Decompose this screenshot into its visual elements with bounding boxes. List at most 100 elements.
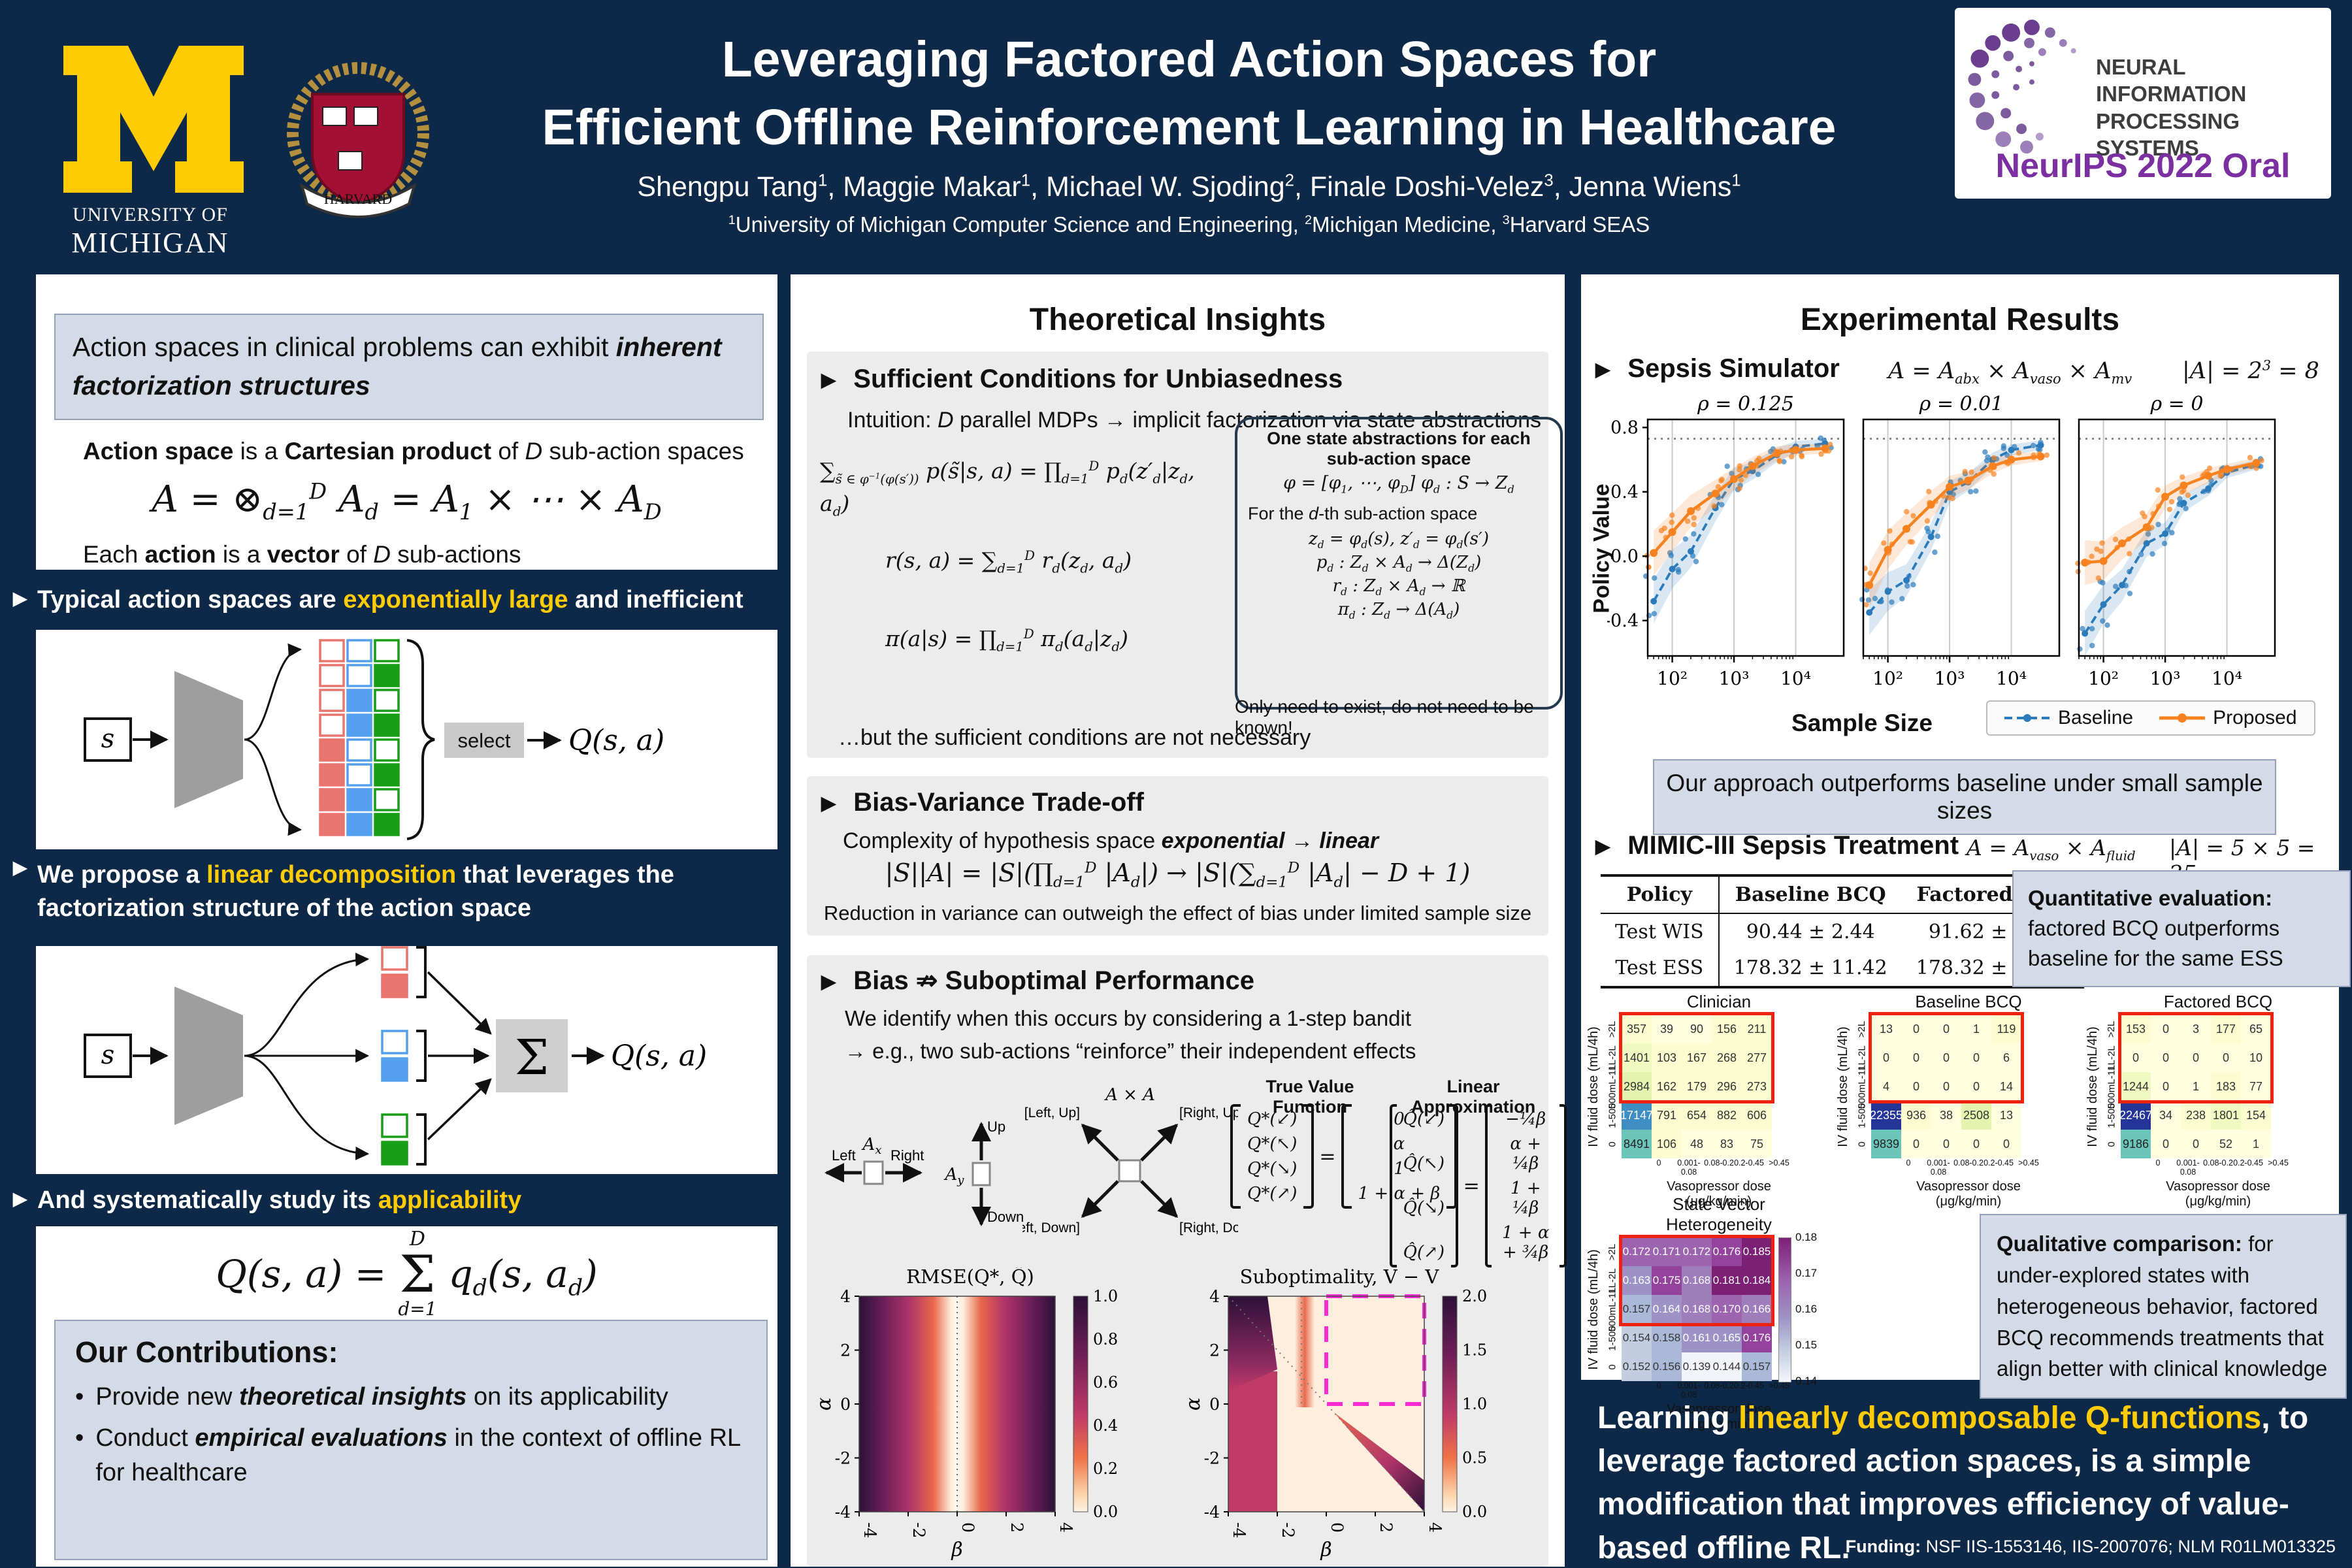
col-label: 0	[1656, 1158, 1661, 1168]
heatmap-cell: 0.157	[1622, 1295, 1652, 1324]
svg-text:0: 0	[1209, 1395, 1220, 1414]
row-label: >2L	[1853, 1015, 1871, 1043]
cross-product-icon: Ax × Ay [Left, Up] [Right, Up] [Left, Do…	[1022, 1085, 1238, 1235]
row-wis-label: Test WIS	[1615, 921, 1704, 943]
heatmap-cell: 0	[1931, 1015, 1961, 1043]
heatmap-cell: 0	[2151, 1072, 2181, 1101]
svg-text:4: 4	[1056, 1522, 1075, 1533]
y-axis-label-text: IV fluid dose (mL/4h)	[1586, 1026, 1601, 1147]
heatmap-cell: 0	[1931, 1043, 1961, 1072]
heatmap-cell: 22467	[2119, 1101, 2152, 1130]
y-axis-label: IV fluid dose (mL/4h)	[1584, 1237, 1603, 1381]
bracket	[1390, 1104, 1397, 1267]
neurips-text-line2: PROCESSING SYSTEMS	[2096, 108, 2240, 160]
row-label: >2L	[1603, 1237, 1622, 1266]
svg-text:0: 0	[958, 1522, 977, 1533]
v1: α	[1393, 1134, 1405, 1154]
a0: −¼β	[1505, 1109, 1546, 1129]
svg-text:-4: -4	[1230, 1522, 1249, 1538]
equals: =	[1319, 1145, 1336, 1168]
heatmap-cell: 119	[1991, 1015, 2021, 1043]
heatmap-cell: 1401	[1622, 1043, 1652, 1072]
heatmap-cell: 0	[2181, 1130, 2211, 1158]
heatmap-cell: 13	[1991, 1101, 2021, 1130]
banner3-text: And systematically study its applicabili…	[37, 1186, 522, 1214]
bracket	[1230, 1104, 1241, 1209]
linear-approx-matrix: Q̂(↙) Q̂(↖) Q̂(↘) Q̂(↗) = −¼β α + ¼β 1 +…	[1390, 1104, 1567, 1267]
heatmap-cell: 0	[2211, 1043, 2241, 1072]
svg-text:2: 2	[1007, 1522, 1026, 1533]
sepsis-plot-rho-0: ρ = 0 10² 10³ 10⁴	[2070, 393, 2280, 705]
contribution-1: Provide new theoretical insights on its …	[95, 1383, 668, 1411]
col-baseline-bcq: Baseline BCQ	[1718, 874, 1902, 914]
svg-text:1.0: 1.0	[1093, 1287, 1118, 1305]
col-label: 0.2-0.45	[1734, 1158, 1764, 1168]
svg-text:4: 4	[1209, 1287, 1220, 1306]
abstraction-line1: One state abstractions for each sub-acti…	[1267, 429, 1531, 468]
heatmap-cell: 0.156	[1652, 1352, 1682, 1381]
baseline-bcq-heatmap: Baseline BCQ IV fluid dose (mL/4h) >2L 1L-2…	[1833, 992, 2076, 1209]
heatmap-cell: 936	[1901, 1101, 1931, 1130]
heatmap-cell: 75	[1742, 1130, 1772, 1158]
row-label-text: 0	[1607, 1141, 1618, 1147]
heatmap-block: State Vector Heterogeneity IV fluid dose …	[1584, 1194, 1858, 1432]
v3: 1 + α + β	[1358, 1184, 1441, 1203]
intro-box: Action spaces in clinical problems can e…	[54, 314, 764, 420]
svg-text:RMSE(Q*, Q̂): RMSE(Q*, Q̂)	[906, 1267, 1034, 1288]
svg-text:0.6: 0.6	[1093, 1373, 1118, 1392]
svg-text:0: 0	[1328, 1522, 1347, 1533]
heatmap-cell: 1	[2181, 1072, 2211, 1101]
legend-proposed: Proposed	[2159, 707, 2297, 729]
legend-baseline-label: Baseline	[2058, 707, 2134, 728]
qh-lu: Q̂(↙)	[1403, 1109, 1445, 1129]
svg-text:2: 2	[1209, 1341, 1220, 1360]
heatmap-cell: 38	[1931, 1101, 1961, 1130]
heatmap-cell: 0.157	[1742, 1352, 1772, 1381]
reward-formula: r(s, a) = ∑d=1D rd(zd, ad)	[885, 547, 1132, 576]
heatmap-cell: 0	[2151, 1130, 2181, 1158]
authors: Shengpu Tang1, Maggie Makar1, Michael W.…	[637, 171, 1741, 203]
harvard-crest: HARVARD	[287, 62, 429, 218]
heatmap-cell: 0.185	[1742, 1237, 1772, 1266]
bias-suboptimal-header: ▶ Bias ⇏ Suboptimal Performance	[821, 966, 1254, 996]
legend-proposed-label: Proposed	[2213, 707, 2297, 728]
row-label-text: 1-500	[1607, 1102, 1618, 1128]
sepsis-plot-rho-001: ρ = 0.01 10² 10³ 10⁴	[1854, 393, 2065, 705]
grid-wrap: 0.172 0.171 0.172 0.176 0.185 0.163 0.175 0.168…	[1619, 1235, 1774, 1381]
heatmap-title: State Vector Heterogeneity	[1666, 1194, 1772, 1234]
state-vector-heterogeneity-heatmap: State Vector Heterogeneity IV fluid dose …	[1584, 1194, 1858, 1432]
experimental-results-heading: Experimental Results	[1800, 302, 2120, 337]
row-label-text: 500mL-1L	[1607, 1287, 1618, 1331]
row-label: 1-500	[2102, 1101, 2121, 1130]
plot-legend: Baseline Proposed	[1986, 700, 2315, 736]
svg-text:10²: 10²	[2088, 668, 2119, 689]
abstraction-line3: For the d-th sub-action space	[1248, 504, 1478, 523]
corner-right-up: [Right, Up]	[1179, 1105, 1238, 1120]
heatmap-cell: 167	[1682, 1043, 1712, 1072]
q-formula-lhs: Q(s, a) =	[216, 1252, 387, 1296]
col-label: 0.001-0.08	[1927, 1158, 1950, 1177]
um-wordmark: UNIVERSITY OF MICHIGAN	[20, 204, 281, 259]
header: UNIVERSITY OF MICHIGAN HARVARD Leveragin…	[0, 0, 2352, 267]
right-label: Right	[890, 1147, 924, 1164]
heatmap-cell: 273	[1742, 1072, 1772, 1101]
linear-approx-title: Linear Approximation	[1411, 1077, 1536, 1117]
heatmap-cell: 34	[2151, 1101, 2181, 1130]
sepsis-simulator-header: ▶ Sepsis Simulator	[1595, 354, 1840, 384]
contribution-2: Conduct empirical evaluations in the con…	[95, 1424, 740, 1487]
colorbar-tick: 0.18	[1795, 1231, 1818, 1243]
heatmap-cell: 9186	[2121, 1130, 2151, 1158]
proposed-line-sample	[2159, 713, 2206, 723]
abstraction-line6: rd : Zd × Ad → ℝ	[1332, 576, 1465, 598]
neurips-oral-badge: NeurIPS 2022 Oral	[1995, 147, 2291, 185]
true-value-title: True Value Function	[1266, 1077, 1354, 1117]
heatmap-cell: 14	[1991, 1072, 2021, 1101]
row-label: 0	[2102, 1130, 2121, 1158]
row-label: 500mL-1L	[1853, 1064, 1871, 1109]
row-label: 1-500	[1603, 1324, 1622, 1352]
wis-ess-table: Policy Baseline BCQ Factored BCQ Test WI…	[1601, 874, 2084, 988]
triangle-bullet-icon: ▶	[13, 1188, 27, 1209]
x-axis-label: Vasopressor dose (μg/kg/min)	[2166, 1179, 2270, 1209]
heatmap-cell: 77	[2241, 1072, 2271, 1101]
heatmap-cell: 0	[1961, 1130, 1991, 1158]
